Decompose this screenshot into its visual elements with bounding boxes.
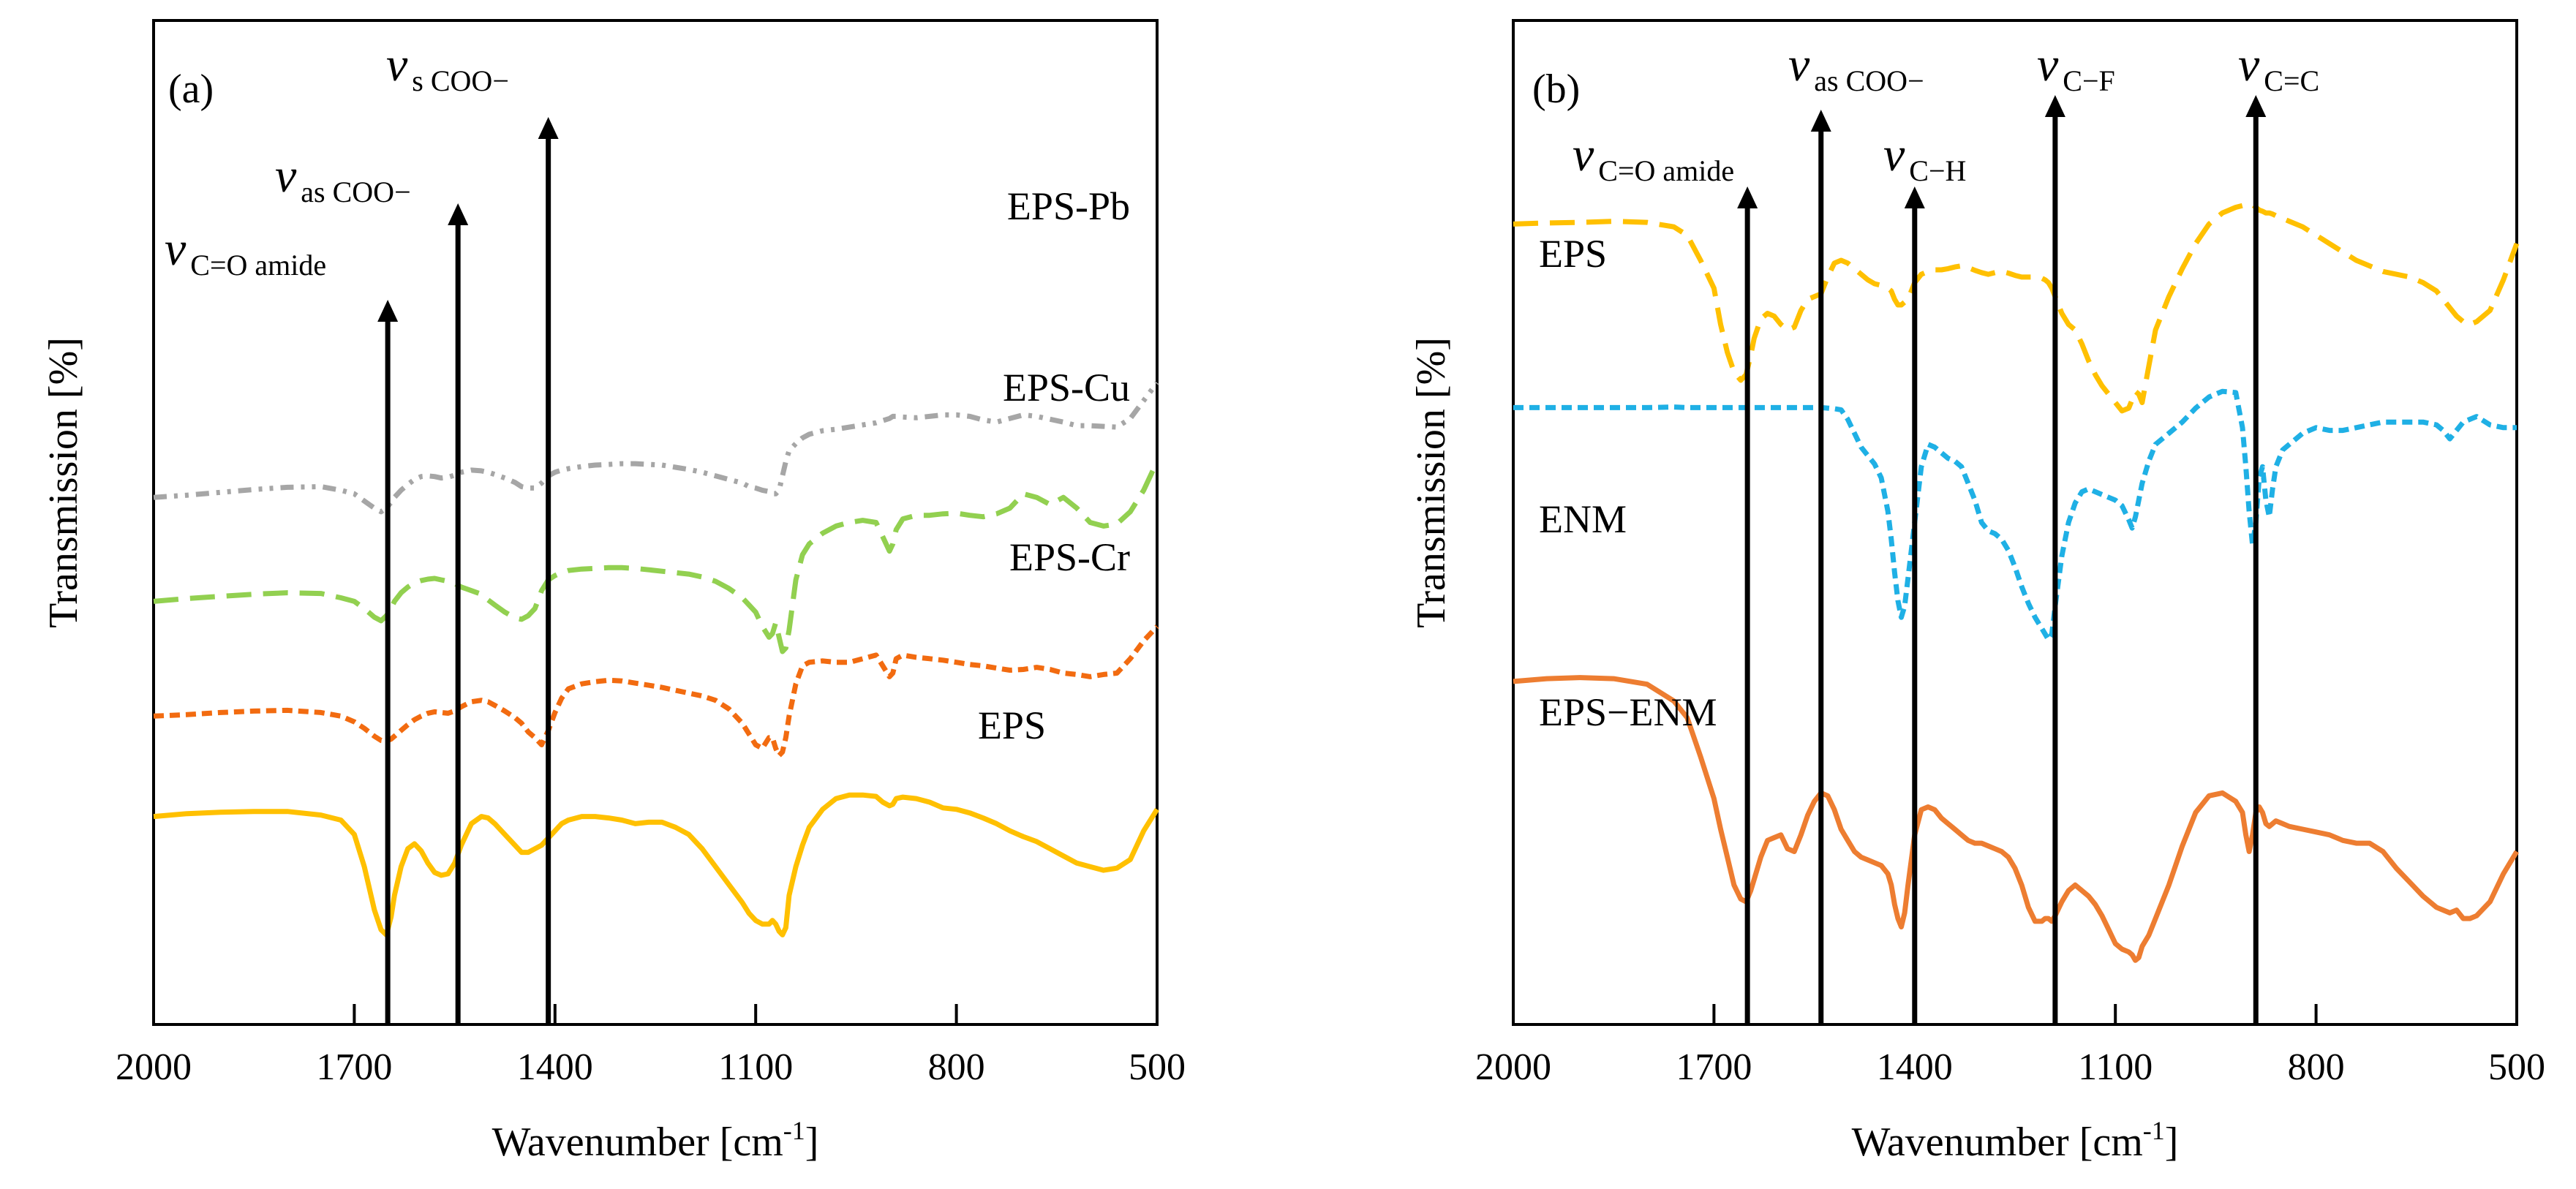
x-tick-label: 800	[928, 1046, 985, 1088]
annotation-label: v C=O amide	[165, 222, 326, 282]
panel-b-label: (b)	[1532, 67, 1580, 112]
series-label: EPS-Cr	[1009, 535, 1130, 579]
panel-a-series-labels: EPS-Pb EPS-Cu EPS-Cr EPS	[978, 184, 1130, 747]
panel-a-y-axis-title: Transmission [%]	[41, 337, 86, 628]
series-label: EPS-Pb	[1007, 184, 1130, 228]
annotation-label: v C−H	[1883, 128, 1966, 187]
panel-b-annotations: v C=O amide v as COO− v C−H v C−F v C=C	[1573, 38, 2319, 1024]
series-line-eps	[1513, 202, 2520, 414]
annotation-arrowhead	[377, 300, 399, 322]
series-line-eps-enm	[1513, 675, 2520, 963]
x-tick-label: 500	[2488, 1046, 2545, 1088]
x-tick-label: 1700	[1676, 1046, 1752, 1088]
series-line-eps-pb	[153, 381, 1159, 515]
x-tick-label: 2000	[116, 1046, 192, 1088]
series-label: EPS−ENM	[1539, 690, 1717, 734]
annotation-arrowhead	[2044, 95, 2065, 117]
panel-b-y-axis-title: Transmission [%]	[1409, 337, 1454, 628]
panel-b-x-axis-title: Wavenumber [cm-1]	[1852, 1116, 2179, 1165]
series-line-enm	[1513, 388, 2517, 643]
annotation-arrowhead	[2245, 95, 2267, 117]
panel-a-plot-frame	[152, 19, 1159, 1026]
series-label: EPS	[978, 703, 1046, 747]
x-tick-label: 500	[1129, 1046, 1186, 1088]
series-line-eps-cu	[153, 460, 1160, 654]
annotation-arrowhead	[1810, 110, 1831, 132]
x-tick-label: 800	[2288, 1046, 2345, 1088]
panel-b-plot-frame	[1512, 19, 2518, 1026]
x-tick-label: 1100	[2078, 1046, 2153, 1088]
panel-a-x-ticks	[152, 1004, 1159, 1024]
panel-a-label: (a)	[168, 67, 214, 112]
annotation-arrowhead	[1904, 186, 1925, 208]
annotation-label: v as COO−	[275, 149, 411, 208]
annotation-label: v C−F	[2037, 38, 2115, 97]
annotation-arrowhead	[448, 203, 469, 225]
x-tick-label: 1100	[718, 1046, 793, 1088]
panel-b-x-ticks	[1512, 1004, 2518, 1024]
panel-a-x-axis-title: Wavenumber [cm-1]	[492, 1116, 819, 1165]
x-tick-label: 2000	[1475, 1046, 1551, 1088]
panel-a: (a) 2000 1700 1400 1100 800 500 v C=O amide v as…	[41, 19, 1186, 1165]
annotation-label: v C=O amide	[1573, 128, 1734, 187]
annotation-arrowhead	[538, 117, 559, 139]
panel-a-series	[153, 381, 1160, 937]
annotation-arrowhead	[1737, 186, 1758, 208]
x-tick-label: 1400	[1877, 1046, 1953, 1088]
panel-b: (b) 2000 1700 1400 1100 800 500 v C=O amide v as…	[1409, 19, 2545, 1165]
annotation-label: v as COO−	[1788, 38, 1924, 97]
panel-a-annotations: v C=O amide v as COO− v s COO−	[165, 38, 559, 1024]
annotation-label: v C=C	[2238, 38, 2319, 97]
series-label: EPS-Cu	[1003, 366, 1130, 409]
series-line-eps	[153, 792, 1159, 937]
series-label: ENM	[1539, 497, 1627, 541]
panel-b-x-tick-labels: 2000 1700 1400 1100 800 500	[1475, 1046, 2545, 1088]
panel-b-series	[1513, 202, 2520, 963]
panel-b-series-labels: EPS ENM EPS−ENM	[1539, 232, 1717, 734]
x-tick-label: 1400	[517, 1046, 593, 1088]
x-tick-label: 1700	[316, 1046, 392, 1088]
series-label: EPS	[1539, 232, 1607, 276]
panel-a-x-tick-labels: 2000 1700 1400 1100 800 500	[116, 1046, 1186, 1088]
